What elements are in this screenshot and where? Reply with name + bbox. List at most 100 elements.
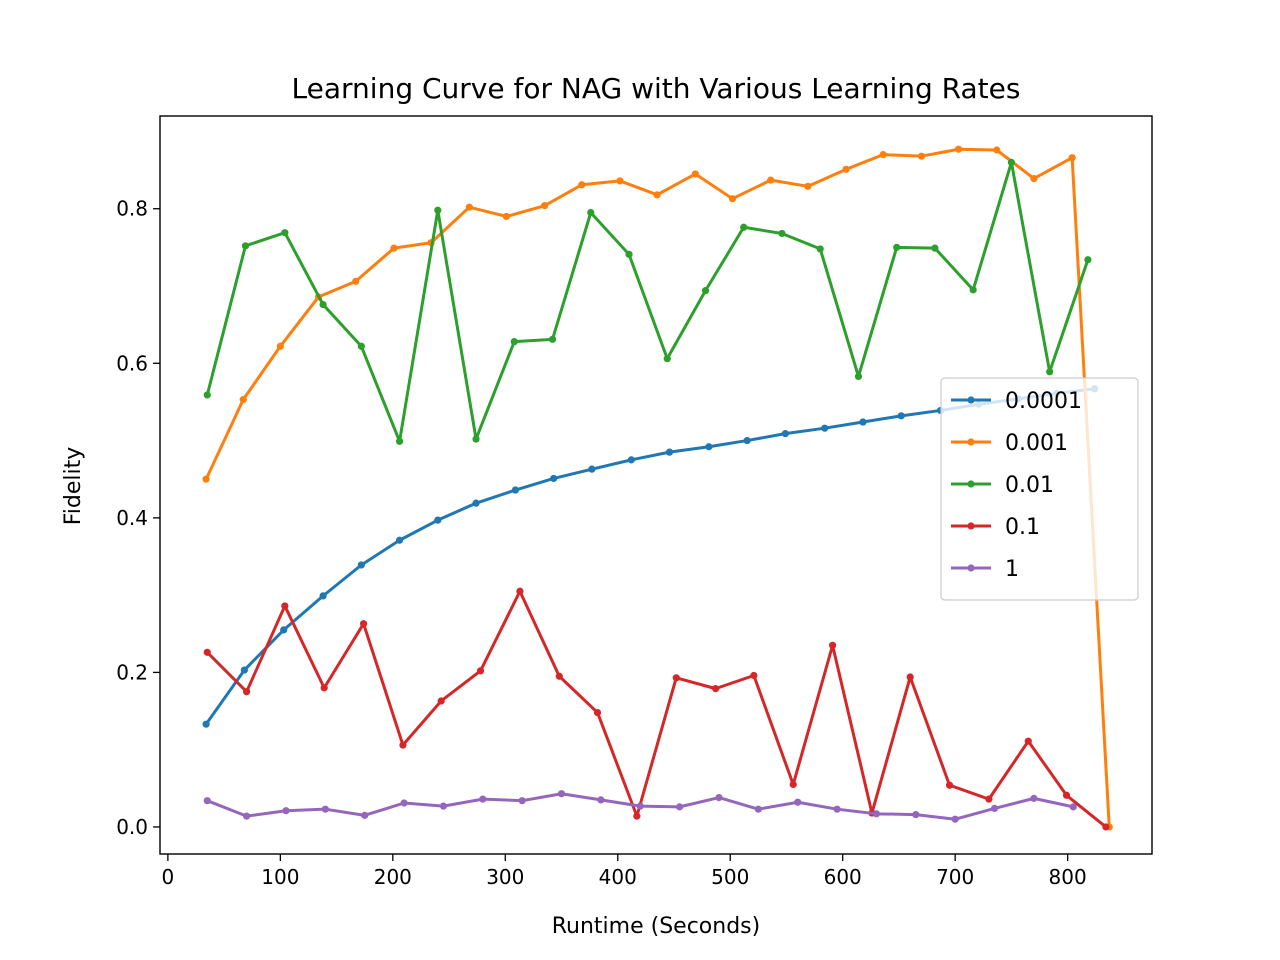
data-point bbox=[502, 212, 511, 221]
data-point bbox=[990, 804, 999, 813]
data-point bbox=[548, 335, 557, 343]
x-tick-label: 0 bbox=[162, 865, 175, 889]
series-line bbox=[206, 589, 1107, 829]
data-point bbox=[320, 684, 328, 692]
data-point bbox=[357, 561, 365, 569]
data-point bbox=[319, 300, 327, 309]
data-point bbox=[705, 443, 713, 451]
data-point bbox=[1102, 823, 1110, 831]
data-point bbox=[541, 202, 549, 210]
data-point bbox=[1084, 256, 1092, 264]
data-point bbox=[663, 355, 671, 363]
data-point bbox=[359, 620, 368, 628]
data-point bbox=[954, 145, 963, 153]
y-axis: 0.0 0.2 0.4 0.6 0.8 bbox=[116, 197, 160, 839]
data-point bbox=[578, 181, 586, 189]
legend-swatch-marker bbox=[967, 564, 975, 572]
data-point bbox=[985, 795, 993, 803]
data-point bbox=[691, 170, 699, 178]
data-point bbox=[816, 245, 824, 253]
data-point bbox=[557, 790, 566, 798]
data-point bbox=[202, 475, 210, 483]
y-tick-label: 0.0 bbox=[116, 815, 148, 839]
y-tick-label: 0.8 bbox=[116, 197, 148, 221]
data-point bbox=[893, 243, 901, 251]
data-point bbox=[472, 435, 480, 443]
data-point bbox=[931, 244, 939, 252]
data-point bbox=[1062, 791, 1071, 799]
data-point bbox=[1030, 174, 1038, 183]
x-tick-label: 800 bbox=[1049, 865, 1087, 889]
data-point bbox=[842, 165, 850, 173]
data-point bbox=[550, 474, 558, 483]
legend-label: 1 bbox=[1005, 557, 1019, 582]
series-0-01 bbox=[203, 158, 1092, 445]
data-point bbox=[276, 342, 284, 350]
data-point bbox=[281, 602, 289, 610]
series-line bbox=[205, 160, 1090, 443]
data-point bbox=[636, 802, 644, 810]
data-point bbox=[555, 672, 563, 680]
data-point bbox=[319, 592, 327, 600]
legend-swatch-marker bbox=[967, 522, 975, 530]
data-point bbox=[399, 741, 407, 749]
legend-swatch-marker bbox=[967, 480, 975, 488]
data-point bbox=[789, 780, 797, 789]
data-point bbox=[833, 805, 841, 813]
data-point bbox=[912, 810, 920, 819]
data-point bbox=[437, 697, 445, 705]
data-point bbox=[917, 152, 926, 160]
data-point bbox=[1046, 368, 1054, 376]
data-point bbox=[854, 372, 863, 381]
data-point bbox=[352, 277, 360, 285]
data-point bbox=[243, 688, 251, 696]
chart-title: Learning Curve for NAG with Various Lear… bbox=[292, 72, 1021, 105]
data-point bbox=[1007, 158, 1016, 166]
data-point bbox=[390, 244, 398, 252]
data-point bbox=[400, 799, 408, 807]
data-point bbox=[588, 465, 596, 473]
data-point bbox=[241, 242, 250, 250]
data-point bbox=[434, 206, 442, 214]
data-point bbox=[516, 587, 524, 595]
x-tick-label: 100 bbox=[261, 865, 299, 889]
data-point bbox=[743, 436, 751, 445]
data-point bbox=[361, 811, 369, 819]
x-tick-label: 300 bbox=[486, 865, 524, 889]
legend-label: 0.01 bbox=[1005, 473, 1054, 498]
data-point bbox=[280, 626, 288, 634]
data-point bbox=[472, 499, 480, 507]
data-point bbox=[778, 229, 786, 238]
legend-swatch-marker bbox=[967, 438, 975, 446]
data-point bbox=[479, 795, 487, 803]
y-tick-label: 0.4 bbox=[116, 506, 148, 530]
data-point bbox=[1024, 737, 1032, 745]
x-axis: 0 100 200 300 400 500 600 700 800 bbox=[162, 854, 1087, 889]
data-point bbox=[282, 807, 290, 815]
series-0-1 bbox=[203, 587, 1110, 831]
legend: 0.0001 0.001 0.01 0.1 1 bbox=[940, 377, 1139, 601]
data-point bbox=[653, 191, 661, 199]
data-point bbox=[510, 338, 518, 346]
data-point bbox=[969, 286, 977, 294]
data-point bbox=[511, 486, 520, 494]
data-point bbox=[750, 671, 758, 680]
legend-item: 0.1 bbox=[951, 515, 1040, 540]
data-point bbox=[1068, 154, 1076, 162]
data-point bbox=[587, 208, 595, 217]
data-point bbox=[828, 641, 837, 649]
data-point bbox=[897, 412, 905, 420]
data-point bbox=[821, 424, 829, 432]
data-point bbox=[625, 250, 633, 258]
data-point bbox=[357, 342, 365, 350]
data-point bbox=[740, 223, 748, 231]
data-point bbox=[951, 815, 959, 823]
data-point bbox=[781, 430, 789, 438]
series-1 bbox=[203, 790, 1077, 823]
x-tick-label: 600 bbox=[824, 865, 862, 889]
data-point bbox=[395, 536, 404, 544]
data-point bbox=[701, 287, 710, 295]
legend-label: 0.0001 bbox=[1005, 389, 1082, 414]
data-point bbox=[240, 666, 248, 674]
data-point bbox=[239, 396, 247, 404]
